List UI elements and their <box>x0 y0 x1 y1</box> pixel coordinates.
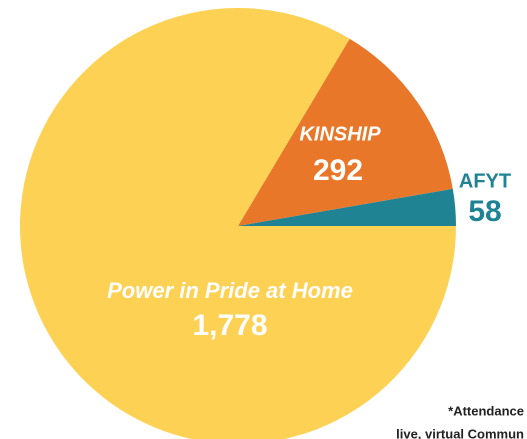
slice <box>20 8 456 439</box>
footnote: live, virtual Commun <box>396 426 524 439</box>
slice-label: AFYT <box>459 170 511 192</box>
pie <box>20 8 456 439</box>
value-label: 1,778 <box>192 309 267 342</box>
slice-label: KINSHIP <box>299 123 381 145</box>
slice <box>238 38 453 227</box>
footnote: *Attendance <box>448 403 524 418</box>
slice-label: Power in Pride at Home <box>107 278 353 303</box>
value-label: 58 <box>468 195 501 228</box>
value-label: 292 <box>313 154 363 187</box>
slice <box>238 188 456 227</box>
